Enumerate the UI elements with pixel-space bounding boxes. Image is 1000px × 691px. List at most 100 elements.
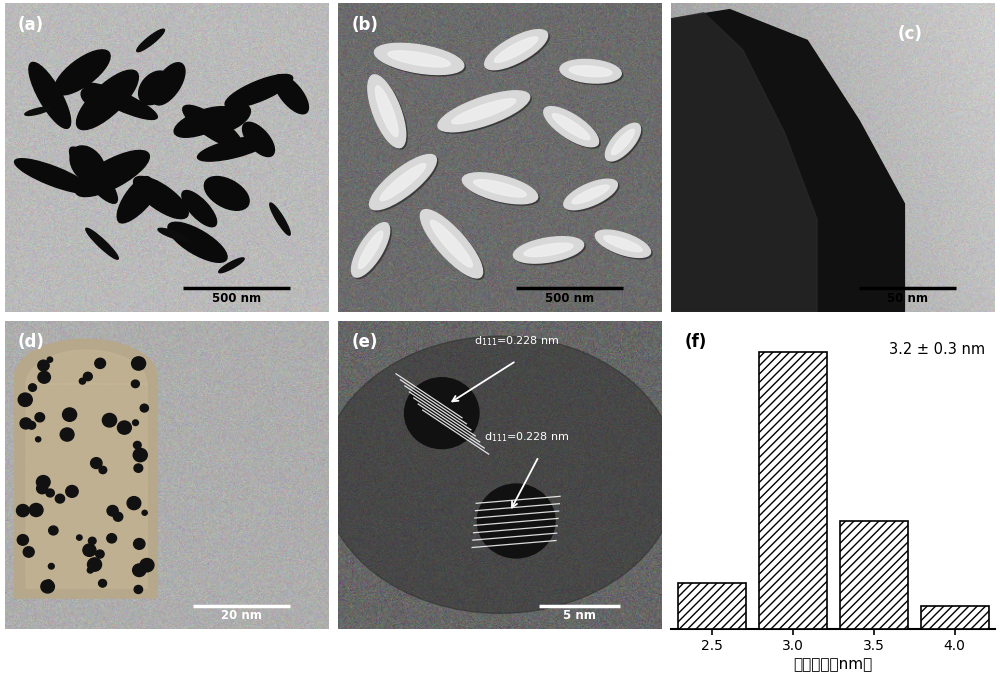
Circle shape (46, 489, 54, 497)
Text: (b): (b) (351, 16, 378, 34)
Circle shape (17, 535, 28, 545)
Ellipse shape (197, 136, 269, 161)
Circle shape (60, 428, 74, 441)
Circle shape (133, 420, 138, 426)
Circle shape (37, 483, 48, 494)
Text: (d): (d) (18, 333, 45, 351)
Ellipse shape (431, 220, 472, 267)
Ellipse shape (544, 106, 599, 146)
Ellipse shape (353, 224, 391, 278)
Ellipse shape (438, 91, 530, 132)
Text: (f): (f) (684, 333, 707, 351)
Circle shape (23, 547, 34, 557)
Circle shape (29, 384, 36, 391)
Circle shape (36, 437, 41, 442)
Circle shape (38, 371, 50, 384)
Ellipse shape (462, 173, 538, 204)
Ellipse shape (54, 50, 110, 95)
Ellipse shape (388, 51, 450, 67)
Bar (759, 352, 827, 629)
Ellipse shape (322, 336, 678, 614)
Ellipse shape (168, 223, 227, 263)
Ellipse shape (219, 258, 244, 273)
Circle shape (36, 475, 50, 489)
Ellipse shape (513, 237, 584, 263)
Ellipse shape (560, 59, 621, 83)
Circle shape (134, 538, 145, 549)
Ellipse shape (15, 159, 91, 193)
Ellipse shape (368, 75, 406, 148)
Circle shape (132, 357, 146, 370)
Circle shape (20, 418, 32, 429)
Ellipse shape (604, 236, 642, 252)
Ellipse shape (75, 151, 149, 196)
Text: d$_{111}$=0.228 nm: d$_{111}$=0.228 nm (474, 334, 560, 348)
Ellipse shape (369, 76, 407, 149)
Circle shape (29, 504, 43, 517)
Circle shape (41, 580, 54, 593)
Circle shape (99, 466, 107, 473)
Circle shape (100, 581, 105, 587)
Circle shape (49, 526, 58, 535)
Circle shape (47, 357, 53, 362)
Circle shape (107, 506, 118, 516)
Ellipse shape (225, 75, 293, 108)
Ellipse shape (597, 231, 652, 259)
Polygon shape (671, 10, 904, 312)
Bar (678, 583, 746, 629)
Circle shape (46, 580, 52, 585)
Circle shape (83, 372, 92, 381)
Ellipse shape (137, 29, 164, 52)
Circle shape (127, 497, 141, 510)
Ellipse shape (376, 45, 465, 76)
Ellipse shape (485, 30, 548, 70)
Ellipse shape (81, 86, 119, 111)
Ellipse shape (371, 156, 438, 211)
Circle shape (140, 404, 148, 412)
Ellipse shape (572, 185, 609, 204)
Circle shape (99, 580, 107, 587)
Ellipse shape (243, 122, 274, 157)
Ellipse shape (562, 61, 623, 84)
Circle shape (96, 550, 104, 558)
Circle shape (133, 448, 147, 462)
Ellipse shape (607, 125, 642, 162)
Text: 3.2 ± 0.3 nm: 3.2 ± 0.3 nm (889, 342, 985, 357)
Ellipse shape (204, 104, 250, 133)
Circle shape (134, 585, 143, 594)
Ellipse shape (595, 230, 651, 258)
Ellipse shape (611, 129, 634, 155)
Polygon shape (26, 350, 147, 588)
Ellipse shape (270, 203, 290, 235)
Circle shape (66, 486, 78, 498)
Ellipse shape (174, 106, 232, 138)
Circle shape (48, 563, 54, 569)
Ellipse shape (274, 75, 308, 114)
Text: (a): (a) (18, 16, 44, 34)
Ellipse shape (565, 181, 619, 211)
Circle shape (38, 360, 49, 371)
Circle shape (91, 457, 102, 468)
Ellipse shape (25, 107, 50, 115)
Circle shape (83, 544, 96, 556)
Circle shape (88, 558, 102, 571)
Text: 50 nm: 50 nm (887, 292, 928, 305)
Ellipse shape (358, 231, 383, 269)
Ellipse shape (474, 180, 526, 197)
Text: 20 nm: 20 nm (221, 609, 262, 622)
Ellipse shape (605, 123, 640, 161)
Ellipse shape (118, 181, 159, 223)
Ellipse shape (422, 211, 484, 279)
Ellipse shape (374, 44, 464, 75)
Ellipse shape (464, 174, 539, 205)
Circle shape (87, 567, 93, 573)
Polygon shape (671, 12, 817, 312)
Circle shape (142, 511, 147, 515)
Circle shape (117, 421, 131, 434)
Ellipse shape (370, 155, 436, 210)
Text: (e): (e) (351, 333, 378, 351)
Text: (c): (c) (898, 25, 923, 43)
Ellipse shape (70, 146, 105, 183)
Text: d$_{111}$=0.228 nm: d$_{111}$=0.228 nm (484, 430, 569, 444)
Ellipse shape (152, 63, 185, 105)
